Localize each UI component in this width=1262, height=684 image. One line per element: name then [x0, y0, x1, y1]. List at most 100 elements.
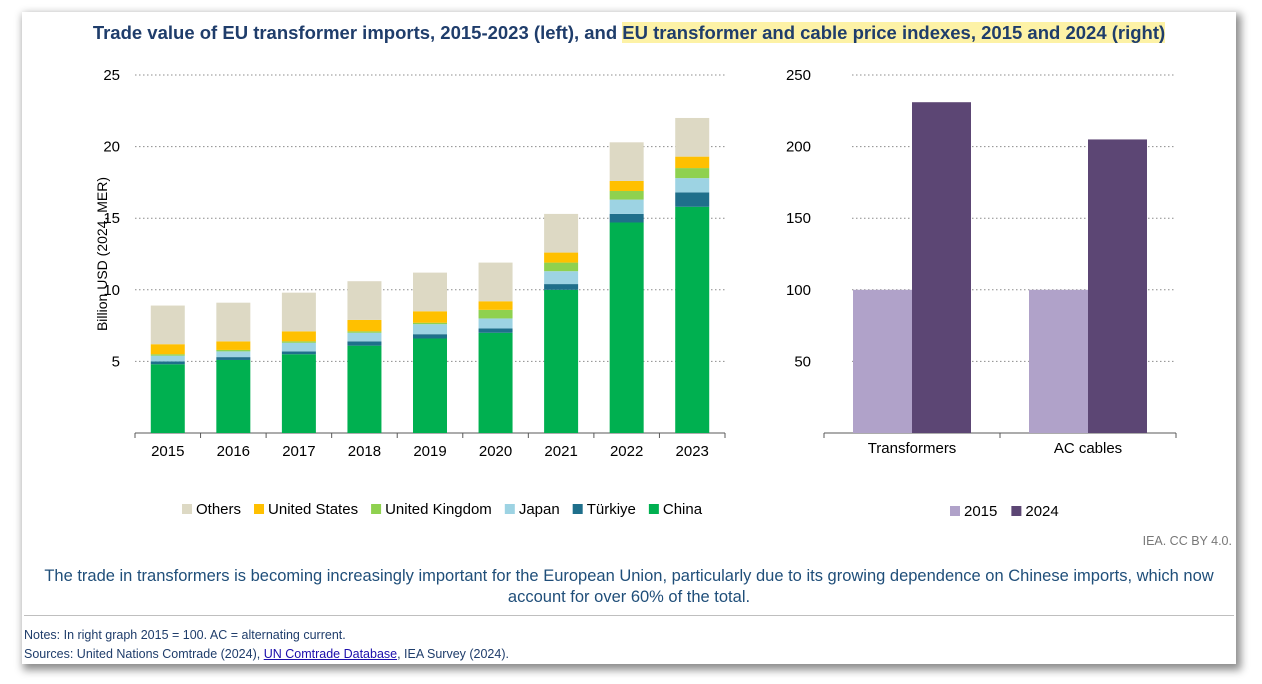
price-index-bar-chart: 50 100 150 200 250 Transformers AC cables 2015 2…	[786, 67, 1177, 520]
legend-swatch-2024	[1011, 506, 1022, 516]
bar-segment-united-kingdom	[675, 168, 710, 179]
bar-segment-turkiye	[347, 341, 382, 346]
imports-stacked-bar-chart: 5 10 15 20 25 Billion USD (2024, MER) 2015 2016…	[94, 67, 726, 518]
bar-segment-china	[347, 345, 382, 433]
legend-label-china: China	[663, 501, 703, 518]
bar-2024-transformers	[912, 102, 971, 433]
y-tick-label: 200	[786, 139, 811, 156]
x-tick-label: 2021	[544, 443, 577, 460]
x-tick-label: AC cables	[1054, 440, 1122, 457]
bar-segment-united-kingdom	[609, 190, 644, 200]
bar-segment-others	[150, 305, 185, 345]
bar-segment-others	[347, 281, 382, 320]
legend-label-japan: Japan	[519, 501, 560, 518]
bar-segment-turkiye	[281, 351, 316, 355]
legend-swatch-united-states	[254, 504, 265, 514]
x-tick-label: 2018	[348, 443, 381, 460]
y-tick-label: 100	[786, 282, 811, 299]
title-right-part-highlighted: EU transformer and cable price indexes, …	[622, 22, 1166, 43]
un-comtrade-link[interactable]: UN Comtrade Database	[263, 647, 398, 661]
credit-text: IEA. CC BY 4.0.	[1142, 534, 1232, 548]
bar-segment-turkiye	[609, 213, 644, 223]
figure-title: Trade value of EU transformer imports, 2…	[22, 22, 1236, 44]
bar-segment-turkiye	[544, 284, 579, 290]
bar-2024-ac-cables	[1088, 139, 1147, 433]
bar-segment-united-states	[609, 180, 644, 191]
bar-segment-united-kingdom	[216, 349, 251, 352]
sources-suffix: , IEA Survey (2024).	[397, 647, 509, 661]
bar-2015-transformers	[853, 289, 912, 433]
bar-segment-united-states	[281, 331, 316, 342]
bar-segment-china	[675, 206, 710, 433]
bar-segment-others	[413, 272, 447, 312]
bar-segment-japan	[413, 324, 447, 335]
sources-prefix: Sources: United Nations Comtrade (2024),	[24, 647, 264, 661]
divider	[24, 615, 1234, 616]
legend-swatch-united-kingdom	[371, 504, 382, 514]
bar-segment-japan	[150, 355, 185, 362]
bar-segment-japan	[544, 271, 579, 285]
legend-swatch-2015	[950, 506, 960, 516]
bar-segment-others	[609, 142, 644, 181]
bar-segment-united-states	[347, 319, 382, 332]
bar-segment-china	[150, 364, 185, 433]
legend-label-united-states: United States	[268, 501, 358, 518]
y-tick-label: 15	[103, 210, 120, 227]
legend-swatch-china	[648, 504, 659, 514]
bar-segment-united-states	[675, 156, 710, 169]
bar-segment-japan	[478, 318, 513, 329]
x-tick-label: 2016	[217, 443, 250, 460]
y-tick-label: 250	[786, 67, 811, 84]
bar-segment-united-kingdom	[478, 309, 513, 319]
x-tick-label: 2023	[676, 443, 709, 460]
bar-segment-others	[675, 117, 710, 157]
notes-line: Notes: In right graph 2015 = 100. AC = a…	[24, 628, 346, 642]
bar-segment-united-states	[478, 301, 513, 310]
bar-2015-ac-cables	[1029, 289, 1088, 433]
x-tick-label: 2020	[479, 443, 512, 460]
legend-label-turkiye: Türkiye	[587, 501, 636, 518]
bar-segment-turkiye	[478, 328, 513, 333]
x-tick-label: 2017	[282, 443, 315, 460]
figure-card: Trade value of EU transformer imports, 2…	[22, 12, 1236, 664]
legend-label-2015: 2015	[964, 503, 997, 520]
y-tick-label: 50	[794, 353, 811, 370]
sources-line: Sources: United Nations Comtrade (2024),…	[24, 645, 509, 664]
bar-segment-united-states	[413, 311, 447, 323]
bar-segment-turkiye	[675, 192, 710, 207]
bar-segment-japan	[675, 178, 710, 193]
bar-segment-united-kingdom	[413, 322, 447, 325]
bar-segment-japan	[609, 199, 644, 214]
legend-swatch-turkiye	[572, 504, 583, 514]
bar-segment-others	[281, 292, 316, 332]
x-tick-label: 2019	[413, 443, 446, 460]
bar-segment-china	[413, 338, 447, 433]
notes-block: Notes: In right graph 2015 = 100. AC = a…	[24, 626, 509, 664]
bar-segment-united-states	[544, 252, 579, 263]
bar-segment-china	[544, 289, 579, 433]
bar-segment-united-kingdom	[281, 341, 316, 343]
bar-segment-united-kingdom	[150, 354, 185, 356]
bar-segment-others	[216, 302, 251, 342]
bar-segment-united-states	[216, 341, 251, 350]
legend-swatch-japan	[504, 504, 515, 514]
title-left-part: Trade value of EU transformer imports, 2…	[92, 22, 623, 43]
bar-segment-china	[216, 359, 251, 433]
bar-segment-turkiye	[413, 334, 447, 339]
bar-segment-others	[478, 262, 513, 302]
bar-segment-turkiye	[150, 361, 185, 365]
legend-swatch-others	[182, 504, 192, 514]
x-tick-label: Transformers	[868, 440, 957, 457]
bar-segment-china	[281, 354, 316, 433]
bar-segment-united-states	[150, 344, 185, 355]
y-tick-label: 25	[103, 67, 120, 84]
bar-segment-japan	[347, 332, 382, 342]
bar-segment-japan	[216, 351, 251, 358]
x-tick-label: 2022	[610, 443, 643, 460]
bar-segment-others	[544, 213, 579, 253]
y-tick-label: 10	[103, 282, 120, 299]
y-axis-label: Billion USD (2024, MER)	[94, 177, 110, 331]
bar-segment-china	[609, 222, 644, 433]
bar-segment-china	[478, 332, 513, 433]
x-tick-label: 2015	[151, 443, 184, 460]
